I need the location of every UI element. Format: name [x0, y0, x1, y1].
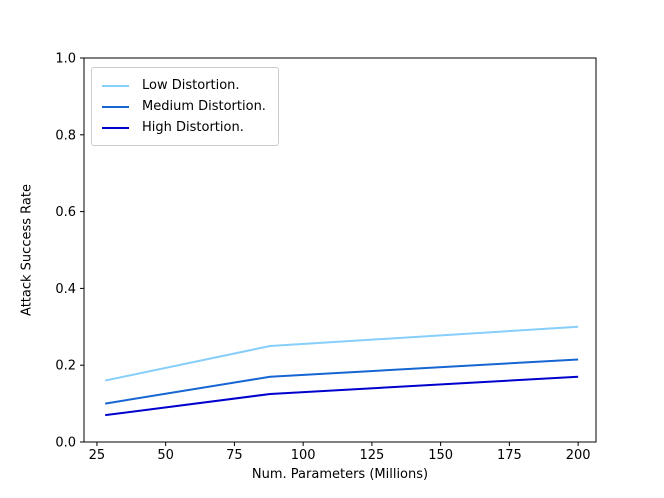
x-tick-label: 25: [89, 448, 106, 463]
axes-spines: [83, 57, 597, 443]
x-axis-label: Num. Parameters (Millions): [251, 467, 429, 482]
x-tick-label: 150: [428, 448, 453, 463]
legend-label-medium-distortion: Medium Distortion.: [142, 99, 266, 114]
series-line-2: [105, 375, 579, 417]
x-tick-label: 125: [359, 448, 384, 463]
legend-item-medium-distortion: Medium Distortion.: [102, 96, 266, 117]
low-distortion-line-swatch: [102, 84, 129, 87]
high-distortion-line-swatch: [102, 126, 129, 129]
series-line-0: [104, 325, 579, 382]
x-tick-label: 175: [497, 448, 522, 463]
legend-item-high-distortion: High Distortion.: [102, 117, 266, 138]
medium-distortion-line-swatch: [102, 105, 129, 108]
legend: Low Distortion. Medium Distortion. High …: [91, 67, 279, 146]
legend-label-low-distortion: Low Distortion.: [142, 78, 240, 93]
x-tick-label: 50: [157, 448, 174, 463]
y-tick-label: 0.4: [55, 282, 76, 297]
x-tick-label: 75: [226, 448, 243, 463]
y-axis-label: Attack Success Rate: [19, 184, 35, 316]
x-tick-label: 200: [566, 448, 591, 463]
y-tick-label: 0.8: [55, 128, 76, 143]
legend-label-high-distortion: High Distortion.: [142, 120, 244, 135]
y-tick-label: 0.6: [55, 205, 76, 220]
legend-item-low-distortion: Low Distortion.: [102, 75, 266, 96]
y-tick-label: 0.2: [55, 359, 76, 374]
series-line-1: [105, 358, 579, 405]
y-tick-label: 1.0: [55, 52, 76, 67]
y-tick-label: 0.0: [55, 436, 76, 451]
x-tick-label: 100: [291, 448, 316, 463]
